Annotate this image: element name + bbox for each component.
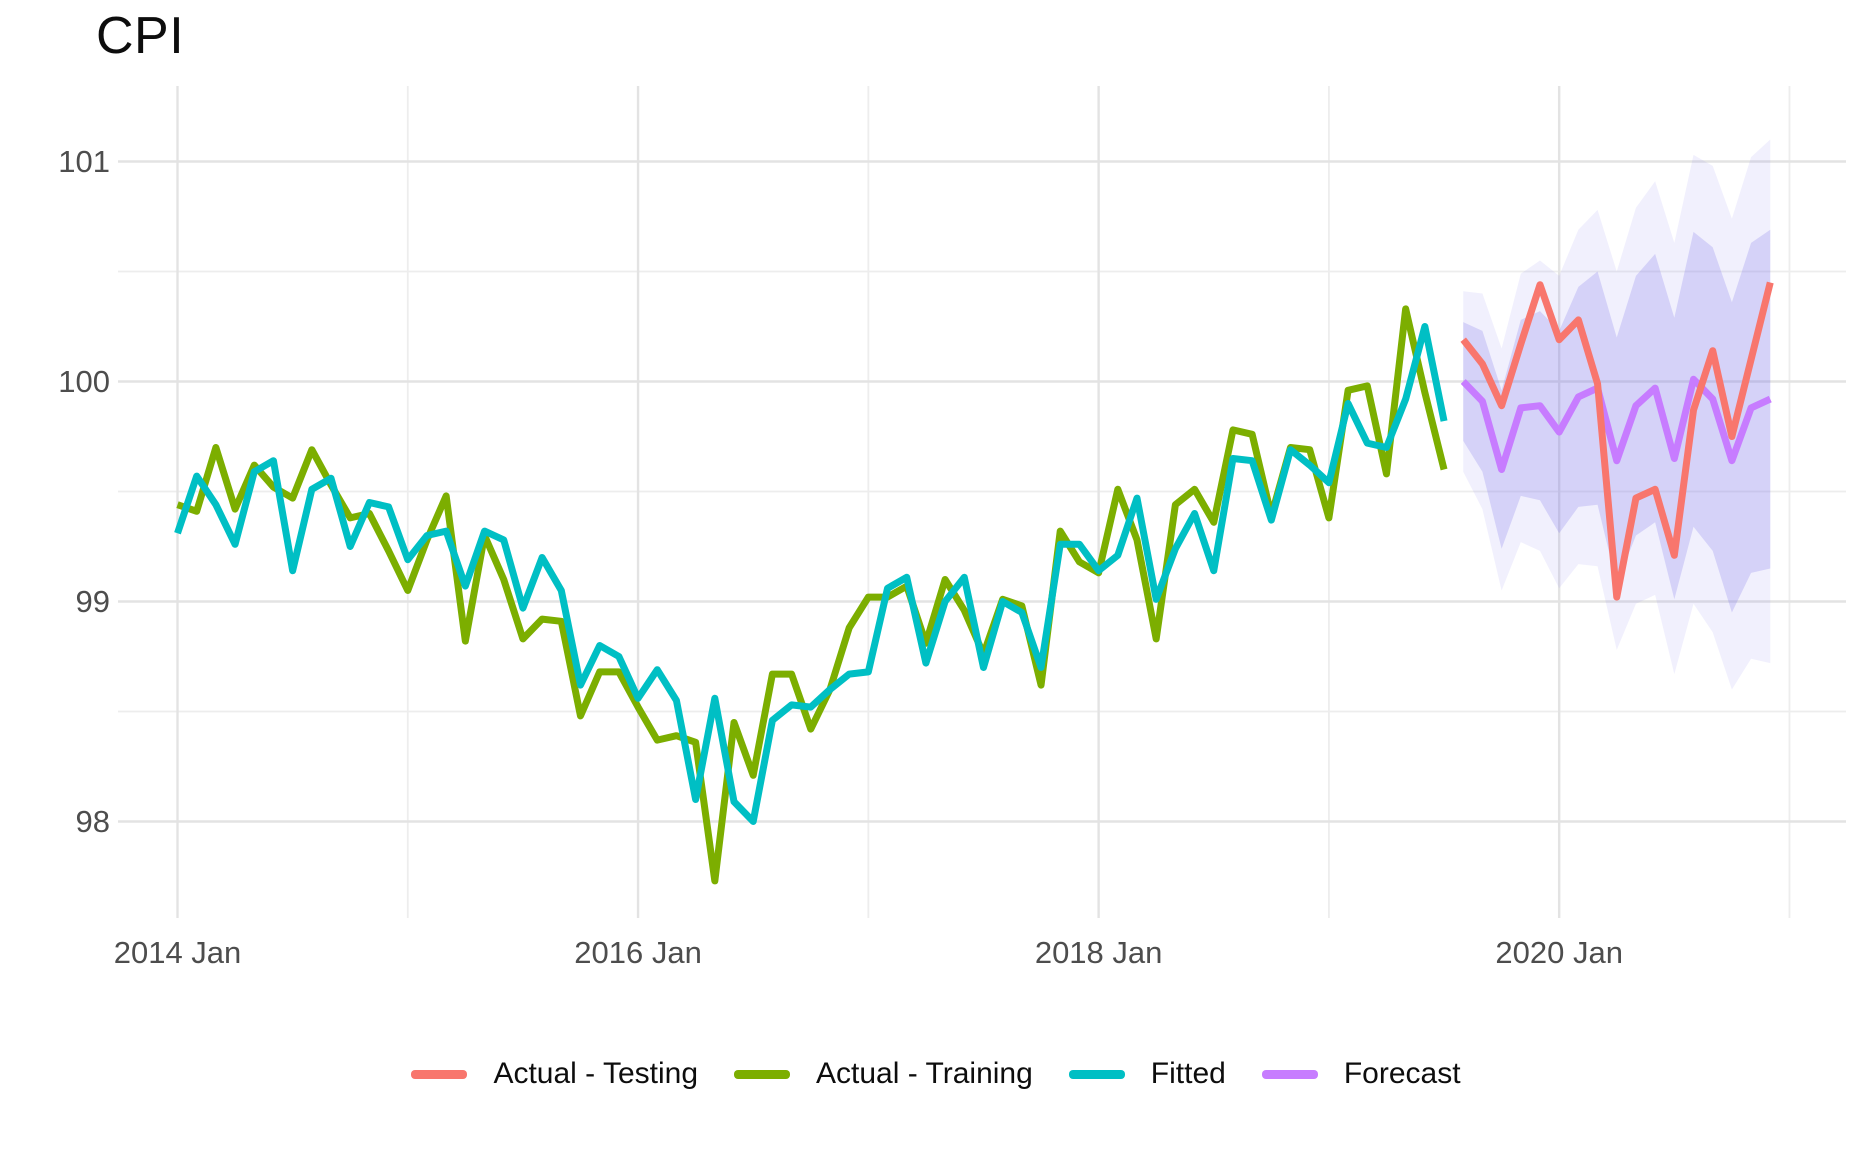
legend-key-actual-testing-icon <box>411 1069 468 1079</box>
x-tick-0: 2014 Jan <box>113 935 242 970</box>
legend-item-fitted: Fitted <box>1068 1056 1226 1092</box>
x-tick-1: 2016 Jan <box>574 935 702 970</box>
legend-label-forecast: Forecast <box>1343 1057 1461 1090</box>
x-tick-2: 2018 Jan <box>1034 935 1163 970</box>
series-line-actual-testing <box>1460 281 1774 601</box>
y-tick-1: 100 <box>58 363 110 399</box>
legend-item-actual-training: Actual - Training <box>734 1056 1033 1092</box>
legend-label-fitted: Fitted <box>1150 1057 1226 1090</box>
legend-key-actual-training-icon <box>734 1069 791 1079</box>
forecast-band-95 <box>1463 139 1771 690</box>
x-tick-3: 2020 Jan <box>1495 935 1623 970</box>
legend-label-actual-training: Actual - Training <box>816 1057 1033 1090</box>
legend-item-actual-testing: Actual - Testing <box>411 1056 698 1092</box>
legend-key-fitted-icon <box>1068 1069 1125 1079</box>
chart-title: CPI <box>96 7 185 65</box>
legend: Actual - Testing Actual - Training Fitte… <box>0 1056 1872 1092</box>
legend-label-actual-testing: Actual - Testing <box>493 1057 699 1090</box>
series-line-actual-training <box>176 305 1448 885</box>
series-line-forecast <box>1460 375 1772 473</box>
y-tick-3: 98 <box>75 803 110 839</box>
forecast-band-80 <box>1463 229 1771 613</box>
series-line-fitted <box>174 323 1448 825</box>
y-tick-2: 99 <box>75 583 110 619</box>
y-tick-0: 101 <box>58 143 110 179</box>
legend-key-forecast-icon <box>1261 1069 1318 1079</box>
legend-item-forecast: Forecast <box>1261 1056 1461 1092</box>
